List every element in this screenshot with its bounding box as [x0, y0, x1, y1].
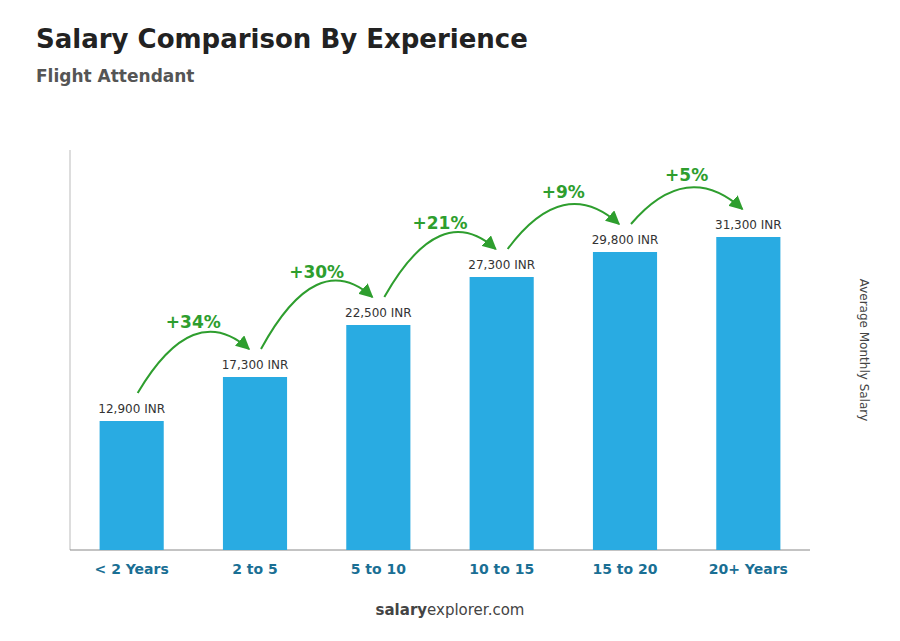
bar — [346, 325, 410, 550]
growth-label: +34% — [166, 312, 221, 332]
bars — [100, 237, 781, 550]
x-axis-line — [70, 550, 810, 551]
growth-label: +30% — [289, 262, 344, 282]
subtitle: Flight Attendant — [36, 66, 195, 86]
growth-arrow — [384, 232, 495, 297]
x-tick-label: 2 to 5 — [232, 561, 278, 577]
x-tick-label: 10 to 15 — [469, 561, 534, 577]
bar — [100, 421, 164, 550]
title: Salary Comparison By Experience — [36, 24, 528, 54]
growth-label: +9% — [542, 182, 585, 202]
footer-part: explorer.com — [427, 601, 524, 619]
data-label: 12,900 INR — [98, 402, 165, 416]
data-label: 29,800 INR — [592, 233, 659, 247]
growth-label: +5% — [665, 165, 708, 185]
data-label: 17,300 INR — [222, 358, 289, 372]
growth-arrow — [508, 204, 619, 249]
bar — [223, 377, 287, 550]
bar — [470, 277, 534, 550]
x-tick-label: < 2 Years — [95, 561, 169, 577]
growth-arrow — [261, 281, 372, 349]
data-label: 22,500 INR — [345, 306, 412, 320]
growth-arrow — [631, 187, 742, 224]
x-tick-label: 5 to 10 — [351, 561, 407, 577]
data-label: 27,300 INR — [468, 258, 535, 272]
chart-svg: Salary Comparison By Experience Flight At… — [0, 0, 900, 641]
footer: salaryexplorer.com — [376, 601, 525, 619]
growth-arrow — [138, 332, 249, 393]
y-axis-label: Average Monthly Salary — [857, 279, 871, 422]
data-label: 31,300 INR — [715, 218, 782, 232]
bar — [716, 237, 780, 550]
y-axis-line — [70, 150, 71, 550]
x-tick-label: 20+ Years — [709, 561, 788, 577]
bar — [593, 252, 657, 550]
growth-label: +21% — [413, 213, 468, 233]
chart-container: Salary Comparison By Experience Flight At… — [0, 0, 900, 641]
footer-part: salary — [376, 601, 428, 619]
x-tick-label: 15 to 20 — [592, 561, 657, 577]
